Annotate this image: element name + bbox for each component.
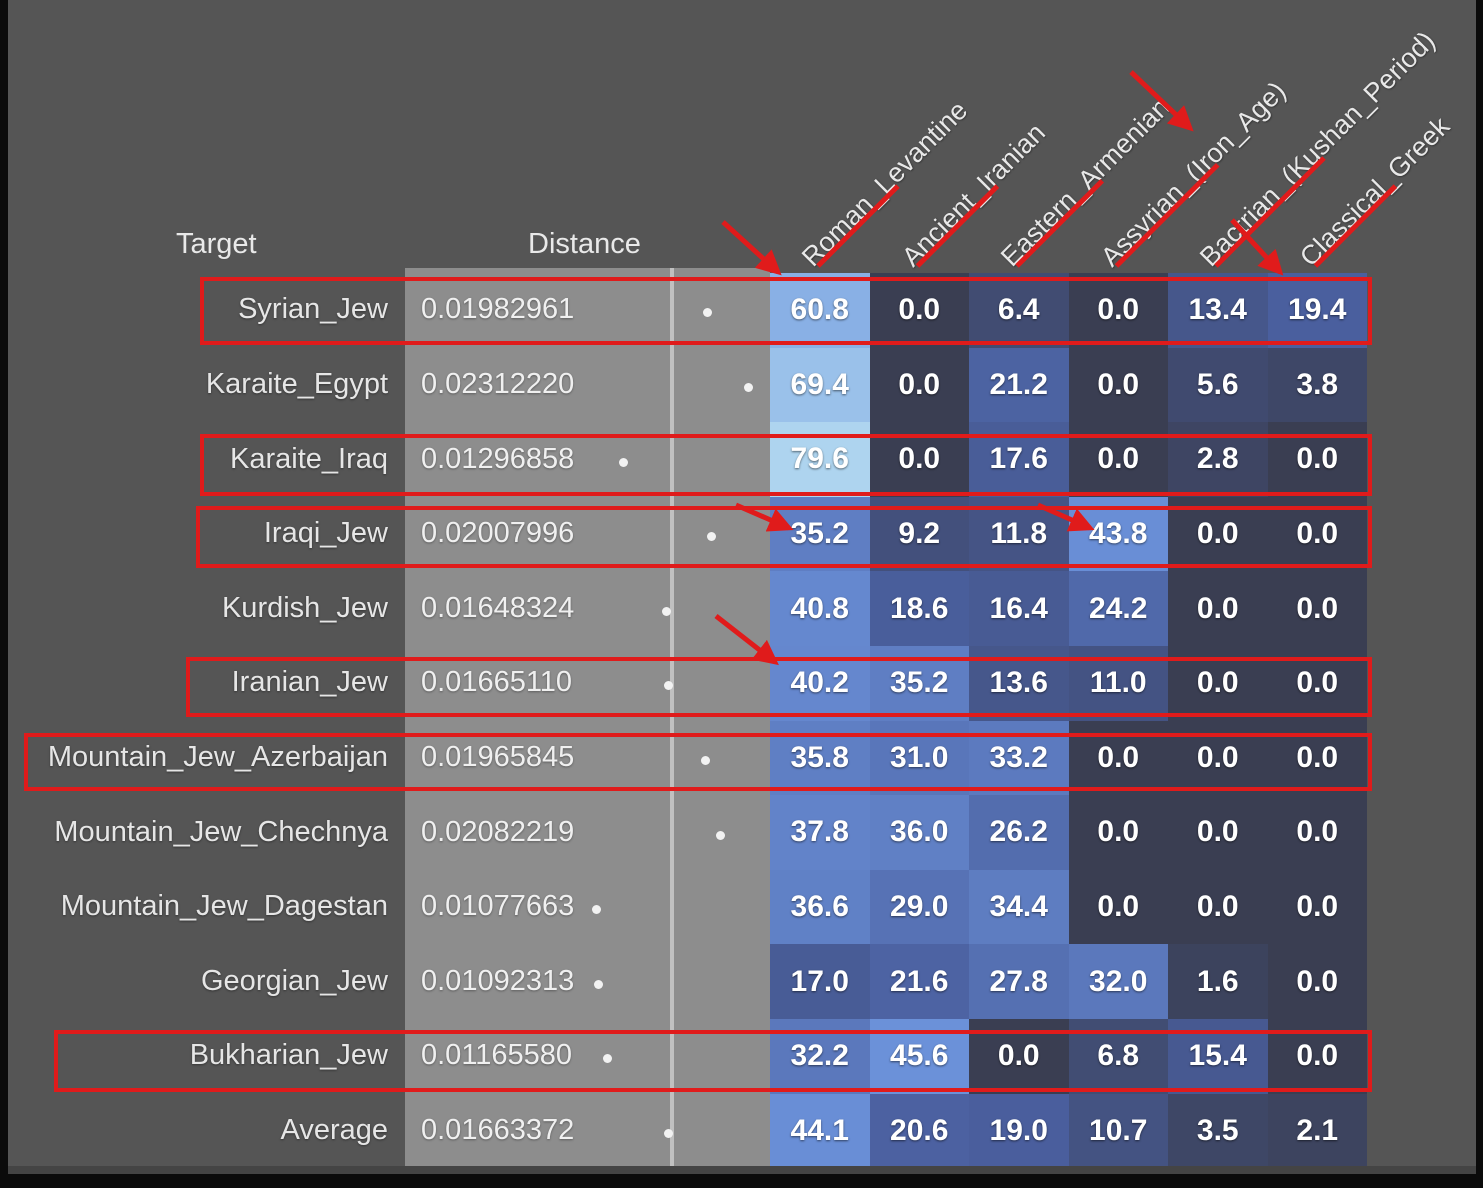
heatmap-cell-r11-c5: 2.1 <box>1267 1093 1367 1169</box>
heatmap-cell-r0-c3: 0.0 <box>1068 273 1168 348</box>
distance-value-9: 0.01092313 <box>421 964 575 997</box>
heatmap-cell-r11-c4: 3.5 <box>1168 1093 1268 1169</box>
highlight-box-iraqi-jew <box>196 506 1372 568</box>
heatmap-cell-r9-c3: 32.0 <box>1068 944 1168 1019</box>
heatmap-cell-r4-c2: 16.4 <box>969 571 1069 646</box>
highlight-box-karaite-iraq <box>200 434 1372 496</box>
ancestry-header-2: Eastern_Armenian <box>995 91 1176 273</box>
heatmap-cell-r1-c5: 3.8 <box>1267 347 1367 423</box>
heatmap-cell-r4-c5: 0.0 <box>1267 571 1367 646</box>
row-label-1: Karaite_Egypt <box>205 367 388 400</box>
distance-marker-9 <box>593 979 603 989</box>
distance-marker-7 <box>715 830 725 840</box>
heatmap-cell-r7-c0: 37.8 <box>770 795 870 870</box>
highlight-box-bukharian-jew <box>54 1030 1372 1092</box>
distance-value-6: 0.01965845 <box>421 740 575 773</box>
row-label-7: Mountain_Jew_Chechnya <box>54 815 388 848</box>
heatmap-cell-r7-c3: 0.0 <box>1068 795 1168 870</box>
heatmap-cell-r9-c0: 17.0 <box>770 944 870 1019</box>
distance-value-2: 0.01296858 <box>421 442 575 475</box>
heatmap-cell-r0-c1: 0.0 <box>869 273 969 348</box>
distance-marker-3 <box>706 532 716 542</box>
heatmap-cell-r1-c2: 21.2 <box>969 347 1069 423</box>
row-label-2: Karaite_Iraq <box>230 442 388 475</box>
heatmap-cell-r8-c0: 36.6 <box>770 869 870 945</box>
heatmap-cell-r1-c4: 5.6 <box>1168 347 1268 423</box>
distance-band-divider <box>670 268 674 1166</box>
heatmap-cell-r0-c2: 6.4 <box>969 273 1069 348</box>
heatmap-cell-r9-c4: 1.6 <box>1168 944 1268 1019</box>
heatmap-cell-r4-c1: 18.6 <box>869 571 969 646</box>
distance-marker-0 <box>703 308 713 318</box>
heatmap-cell-r11-c1: 20.6 <box>869 1093 969 1169</box>
heatmap-cell-r11-c0: 44.1 <box>770 1093 870 1169</box>
distance-value-8: 0.01077663 <box>421 890 575 923</box>
distance-value-4: 0.01648324 <box>421 591 575 624</box>
heatmap-cell-r1-c1: 0.0 <box>869 347 969 423</box>
ancestry-header-0: Roman_Levantine <box>796 95 974 273</box>
row-label-10: Bukharian_Jew <box>189 1039 388 1072</box>
heatmap-cell-r9-c5: 0.0 <box>1267 944 1367 1019</box>
distance-value-5: 0.01665110 <box>421 666 573 699</box>
row-label-8: Mountain_Jew_Dagestan <box>60 890 388 923</box>
heatmap-cell-r7-c2: 26.2 <box>969 795 1069 870</box>
ancestry-header-3: Assyrian_(Iron_Age) <box>1094 75 1292 273</box>
heatmap-cell-r9-c2: 27.8 <box>969 944 1069 1019</box>
distance-marker-1 <box>744 382 753 392</box>
highlight-line-syrian-jew <box>200 341 1372 345</box>
heatmap-cell-r8-c1: 29.0 <box>869 869 969 945</box>
column-title-target: Target <box>176 228 257 260</box>
row-label-3: Iraqi_Jew <box>263 517 388 550</box>
heatmap-cell-r11-c2: 19.0 <box>969 1093 1069 1169</box>
distance-value-11: 0.01663372 <box>421 1113 575 1146</box>
distance-value-7: 0.02082219 <box>421 815 575 848</box>
distance-band <box>405 268 770 1166</box>
heatmap-cell-r7-c4: 0.0 <box>1168 795 1268 870</box>
distance-value-1: 0.02312220 <box>421 367 575 400</box>
heatmap-cell-r1-c0: 69.4 <box>770 347 870 423</box>
highlight-box-iranian-jew <box>186 657 1372 717</box>
heatmap-cell-r7-c1: 36.0 <box>869 795 969 870</box>
distance-value-0: 0.01982961 <box>421 293 575 326</box>
heatmap-cell-r9-c1: 21.6 <box>869 944 969 1019</box>
heatmap-cell-r8-c3: 0.0 <box>1068 869 1168 945</box>
heatmap-cell-r0-c4: 13.4 <box>1168 273 1268 348</box>
column-title-distance: Distance <box>528 228 641 260</box>
distance-marker-8 <box>592 905 601 915</box>
heatmap-canvas: Target Distance Roman_Levantine Ancient_I… <box>8 0 1476 1174</box>
heatmap-cell-r4-c3: 24.2 <box>1068 571 1168 646</box>
row-label-4: Kurdish_Jew <box>221 591 388 624</box>
heatmap-cell-r1-c3: 0.0 <box>1068 347 1168 423</box>
heatmap-cell-r11-c3: 10.7 <box>1068 1093 1168 1169</box>
row-label-0: Syrian_Jew <box>238 293 388 326</box>
row-label-6: Mountain_Jew_Azerbaijan <box>47 740 388 773</box>
heatmap-cell-r7-c5: 0.0 <box>1267 795 1367 870</box>
distance-marker-5 <box>664 681 674 691</box>
heatmap-cell-r0-c5: 19.4 <box>1267 273 1367 348</box>
distance-value-3: 0.02007996 <box>421 517 575 550</box>
heatmap-cell-r4-c0: 40.8 <box>770 571 870 646</box>
heatmap-cell-r8-c4: 0.0 <box>1168 869 1268 945</box>
distance-marker-2 <box>618 457 628 467</box>
highlight-box-syrian-jew-label <box>200 277 1372 345</box>
heatmap-cell-r4-c4: 0.0 <box>1168 571 1268 646</box>
distance-marker-6 <box>701 755 711 765</box>
bottom-edge-strip <box>8 1166 1476 1174</box>
heatmap-cell-r8-c2: 34.4 <box>969 869 1069 945</box>
distance-value-10: 0.01165580 <box>421 1039 573 1072</box>
heatmap-cell-r8-c5: 0.0 <box>1267 869 1367 945</box>
distance-marker-10 <box>602 1054 612 1064</box>
distance-marker-4 <box>662 606 672 616</box>
row-label-9: Georgian_Jew <box>201 964 388 997</box>
heatmap-cell-r0-c0: 60.8 <box>770 273 870 348</box>
distance-marker-11 <box>664 1128 674 1138</box>
row-label-5: Iranian_Jew <box>231 666 388 699</box>
highlight-box-mountain-jew-azerbaijan <box>24 733 1372 791</box>
row-label-11: Average <box>280 1113 389 1146</box>
